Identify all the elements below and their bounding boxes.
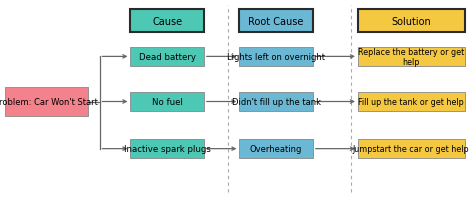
Text: Problem: Car Won't Start: Problem: Car Won't Start <box>0 98 98 106</box>
Text: Replace the battery or get
help: Replace the battery or get help <box>358 48 465 67</box>
Text: Inactive spark plugs: Inactive spark plugs <box>124 144 210 153</box>
Text: Lights left on overnight: Lights left on overnight <box>227 53 325 62</box>
Text: Fill up the tank or get help: Fill up the tank or get help <box>358 98 464 106</box>
Text: Dead battery: Dead battery <box>138 53 196 62</box>
FancyBboxPatch shape <box>130 10 204 33</box>
FancyBboxPatch shape <box>358 92 465 112</box>
FancyBboxPatch shape <box>358 139 465 159</box>
FancyBboxPatch shape <box>239 10 313 33</box>
FancyBboxPatch shape <box>239 92 313 112</box>
FancyBboxPatch shape <box>239 47 313 67</box>
FancyBboxPatch shape <box>5 88 88 116</box>
Text: No fuel: No fuel <box>152 98 182 106</box>
FancyBboxPatch shape <box>358 47 465 67</box>
Text: Solution: Solution <box>392 17 431 26</box>
FancyBboxPatch shape <box>130 92 204 112</box>
FancyBboxPatch shape <box>130 139 204 159</box>
Text: Cause: Cause <box>152 17 182 26</box>
Text: Root Cause: Root Cause <box>248 17 304 26</box>
Text: Jumpstart the car or get help: Jumpstart the car or get help <box>353 144 470 153</box>
Text: Overheating: Overheating <box>250 144 302 153</box>
FancyBboxPatch shape <box>358 10 465 33</box>
Text: Didn't fill up the tank: Didn't fill up the tank <box>232 98 320 106</box>
FancyBboxPatch shape <box>239 139 313 159</box>
FancyBboxPatch shape <box>130 47 204 67</box>
